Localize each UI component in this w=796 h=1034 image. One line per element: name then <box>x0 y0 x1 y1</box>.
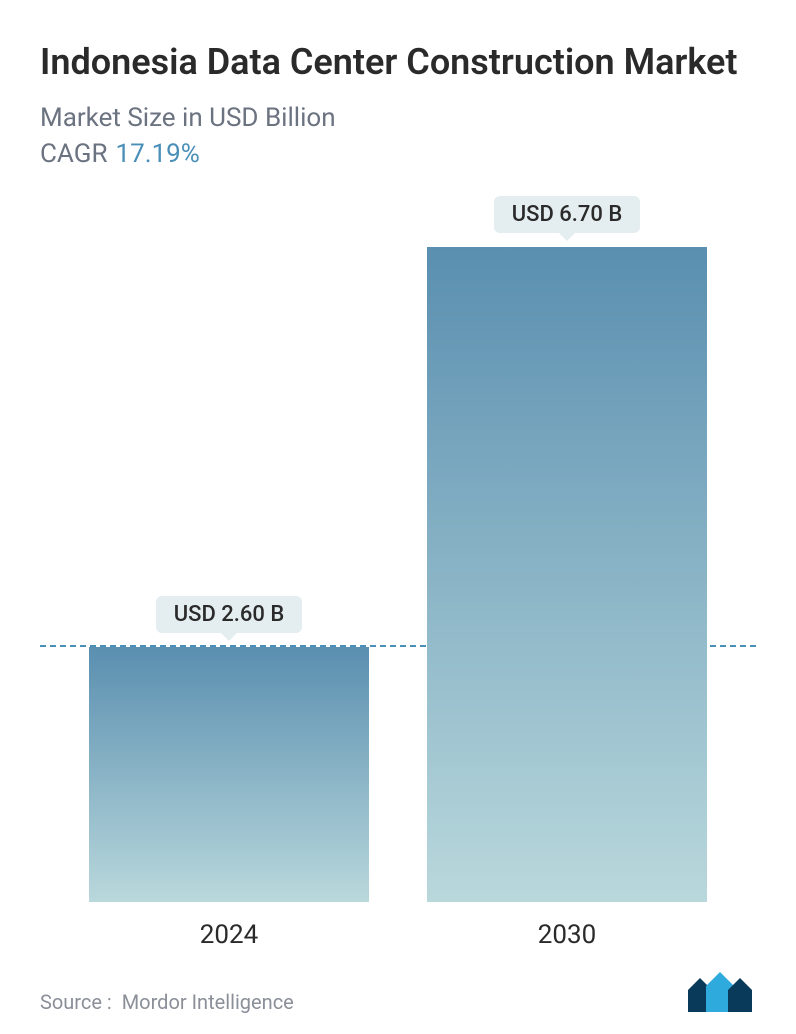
bars-wrap: USD 2.60 B 2024 USD 6.70 B 2030 <box>40 179 756 962</box>
value-label-0: USD 2.60 B <box>156 596 303 633</box>
source-text: Source : Mordor Intelligence <box>40 990 294 1014</box>
value-label-1: USD 6.70 B <box>494 196 641 233</box>
footer: Source : Mordor Intelligence <box>40 962 756 1014</box>
chart-title: Indonesia Data Center Construction Marke… <box>40 40 756 85</box>
x-label-0: 2024 <box>89 920 369 950</box>
source-prefix: Source : <box>40 990 112 1014</box>
chart-plot-area: USD 2.60 B 2024 USD 6.70 B 2030 <box>40 179 756 962</box>
source-name: Mordor Intelligence <box>122 990 294 1014</box>
bar-group-0: USD 2.60 B 2024 <box>89 596 369 902</box>
bar-1 <box>427 247 707 902</box>
bar-group-1: USD 6.70 B 2030 <box>427 196 707 902</box>
brand-logo <box>686 972 756 1014</box>
chart-subtitle: Market Size in USD Billion <box>40 103 756 133</box>
cagr-value: 17.19% <box>115 139 199 169</box>
logo-icon <box>686 972 756 1014</box>
chart-container: Indonesia Data Center Construction Marke… <box>0 0 796 1034</box>
cagr-label: CAGR <box>40 139 107 169</box>
x-label-1: 2030 <box>427 920 707 950</box>
cagr-row: CAGR 17.19% <box>40 139 756 169</box>
bar-0 <box>89 647 369 902</box>
